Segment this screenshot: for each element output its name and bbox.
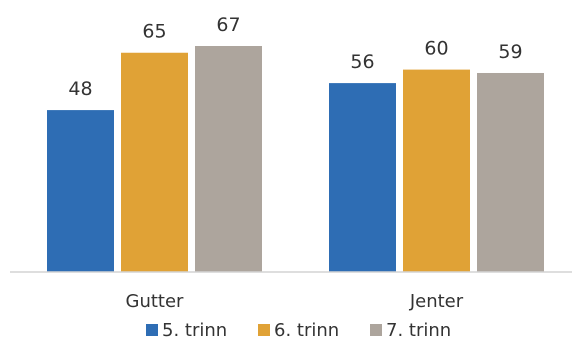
legend-label: 7. trinn [386,320,451,341]
data-label: 48 [68,78,92,100]
bars-layer [47,46,544,272]
legend-swatch [146,324,158,336]
legend-swatch [370,324,382,336]
value-labels-layer: 48 65 67 56 60 59 [68,14,522,100]
legend-label: 6. trinn [274,320,339,341]
legend-item: 6. trinn [258,320,339,341]
bar-gutter-series-3 [195,46,262,272]
bar-gutter-series-2 [121,52,188,272]
data-label: 56 [350,51,374,73]
data-label: 67 [216,14,240,36]
legend: 5. trinn 6. trinn 7. trinn [146,320,451,341]
legend-label: 5. trinn [162,320,227,341]
legend-item: 5. trinn [146,320,227,341]
data-label: 60 [424,38,448,60]
data-label: 59 [498,41,522,63]
bar-jenter-series-3 [477,72,544,272]
data-label: 65 [142,21,166,43]
legend-item: 7. trinn [370,320,451,341]
bar-jenter-series-2 [403,69,470,272]
category-label: Gutter [126,291,185,312]
legend-swatch [258,324,270,336]
bar-jenter-series-1 [329,83,396,272]
category-label: Jenter [409,291,464,312]
category-labels-layer: Gutter Jenter [126,291,464,312]
bar-gutter-series-1 [47,110,114,272]
